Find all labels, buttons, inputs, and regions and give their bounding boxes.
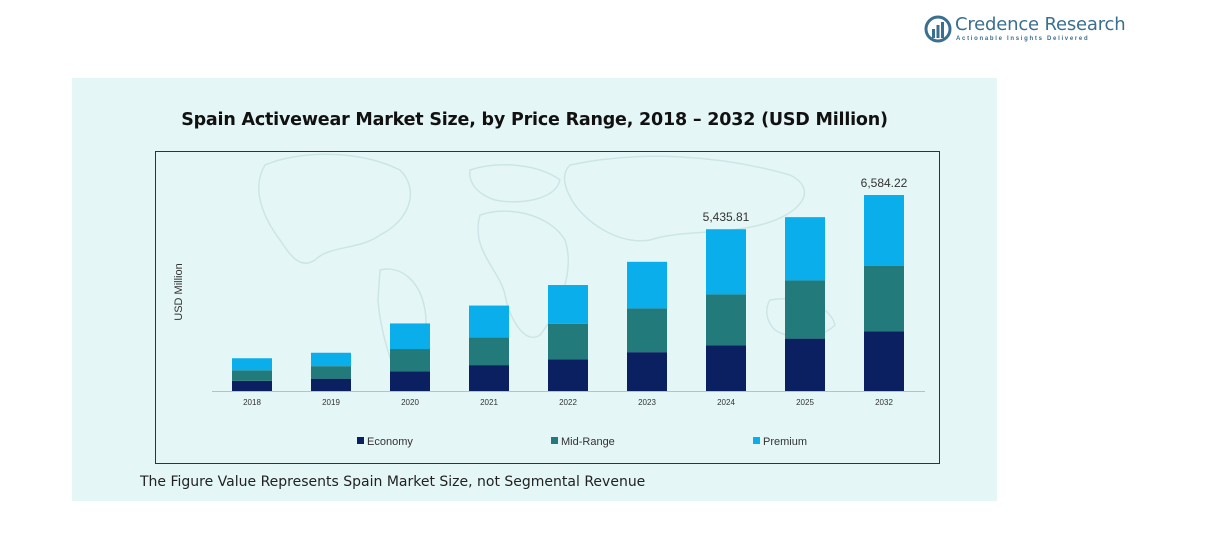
total-label-2032: 6,584.22 [861,176,908,190]
chart-panel [72,78,997,501]
bar-economy-2023 [627,352,667,391]
bar-premium-2025 [785,217,825,281]
bar-economy-2018 [232,380,272,391]
bar-mid-range-2025 [785,280,825,339]
legend-label-mid-range: Mid-Range [561,436,615,448]
chart-frame [155,151,940,464]
bar-premium-2021 [469,305,509,338]
bar-premium-2020 [390,323,430,350]
bar-premium-2022 [548,285,588,324]
bar-mid-range-2020 [390,349,430,372]
x-tick-label-2024: 2024 [717,398,735,407]
bar-mid-range-2021 [469,337,509,366]
bar-mid-range-2023 [627,308,667,353]
bar-mid-range-2018 [232,370,272,381]
x-tick-label-2032: 2032 [875,398,893,407]
footnote: The Figure Value Represents Spain Market… [140,474,646,490]
bar-mid-range-2032 [864,265,904,332]
x-tick-label-2020: 2020 [401,398,419,407]
bar-premium-2024 [706,229,746,295]
brand-tagline: Actionable Insights Delivered [956,36,1090,42]
bar-mid-range-2022 [548,323,588,360]
bar-economy-2024 [706,345,746,391]
x-tick-label-2018: 2018 [243,398,261,407]
bar-economy-2022 [548,359,588,391]
brand-logo-icon [924,15,952,43]
legend-label-economy: Economy [367,436,413,448]
bar-premium-2032 [864,195,904,266]
x-tick-label-2025: 2025 [796,398,814,407]
bar-premium-2018 [232,358,272,371]
bar-premium-2019 [311,352,351,367]
x-tick-label-2021: 2021 [480,398,498,407]
total-label-2024: 5,435.81 [703,210,750,224]
brand-logo: Credence Research Actionable Insights De… [924,12,1126,48]
bar-economy-2019 [311,378,351,391]
bar-mid-range-2024 [706,294,746,346]
brand-name: Credence Research [955,14,1126,35]
legend-swatch-economy [357,437,364,444]
bar-economy-2021 [469,365,509,391]
bar-mid-range-2019 [311,366,351,379]
y-axis-label: USD Million [173,263,185,320]
x-tick-label-2023: 2023 [638,398,656,407]
bar-premium-2023 [627,261,667,309]
bar-economy-2032 [864,331,904,391]
chart-title: Spain Activewear Market Size, by Price R… [181,110,888,130]
legend-label-premium: Premium [763,436,807,448]
bar-economy-2020 [390,371,430,391]
x-tick-label-2019: 2019 [322,398,340,407]
legend-swatch-premium [753,437,760,444]
legend-swatch-mid-range [551,437,558,444]
x-tick-label-2022: 2022 [559,398,577,407]
bar-economy-2025 [785,338,825,391]
